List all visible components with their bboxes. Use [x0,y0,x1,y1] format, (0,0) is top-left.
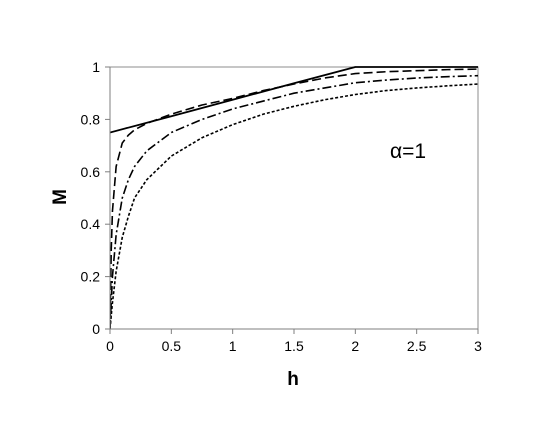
series-layer [110,66,478,329]
series-line-solid [110,66,478,134]
x-tick-label: 2.5 [407,338,427,354]
x-tick-label: 3 [474,338,482,354]
series-line-dash-dot [110,74,478,329]
x-tick-label: 0.5 [162,338,182,354]
x-tick-label: 1.5 [284,338,304,354]
y-tick-label: 0.6 [81,164,101,180]
series-line-dotted [110,83,478,329]
y-tick-label: 0.4 [81,216,101,232]
y-tick-label: 0.8 [81,111,101,127]
series-line-long-dash [110,68,478,329]
y-tick-label: 0.2 [81,269,101,285]
x-tick-label: 1 [229,338,237,354]
x-tick-label: 2 [351,338,359,354]
axes-layer: 0 0.5 1 1.5 2 2.5 3 0 0.2 0.4 0.6 0.8 1 [81,59,483,354]
y-tick-label: 1 [92,59,100,75]
alpha-annotation: α=1 [390,140,426,163]
y-axis-label: M [50,189,71,205]
series-group [110,66,478,329]
y-tick-label: 0 [92,321,100,337]
x-tick-label: 0 [106,338,114,354]
x-axis-label: h [287,369,299,390]
